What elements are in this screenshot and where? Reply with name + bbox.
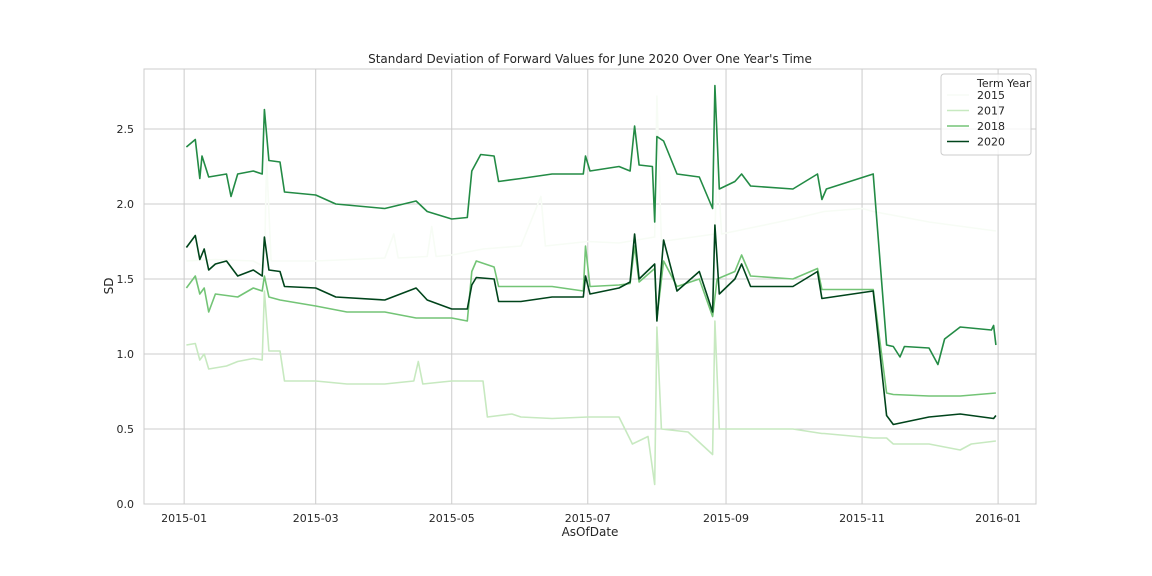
legend-items: 2015 2017 2018 2020: [947, 89, 1005, 149]
y-tick-labels: 0.0 0.5 1.0 1.5 2.0 2.5: [117, 123, 135, 511]
x-tick-label: 2015-03: [293, 512, 339, 525]
series-line-2017: [186, 290, 996, 486]
series-line-2018: [185, 245, 996, 397]
x-tick-label: 2015-11: [839, 512, 885, 525]
y-axis-label: SD: [102, 278, 116, 295]
series-line-unlabeled: [185, 84, 997, 366]
y-tick-label: 0.5: [117, 423, 135, 436]
plot-area-frame: [143, 68, 1037, 505]
legend-label: 2017: [977, 105, 1005, 118]
x-tick-labels: 2015-01 2015-03 2015-05 2015-07 2015-09 2015-…: [161, 512, 1021, 525]
grid: [144, 69, 1036, 504]
legend-label: 2015: [977, 89, 1005, 102]
y-tick-label: 2.0: [117, 198, 135, 211]
x-tick-label: 2015-01: [161, 512, 207, 525]
legend-label: 2018: [977, 120, 1005, 133]
x-tick-label: 2015-09: [703, 512, 749, 525]
chart-title: Standard Deviation of Forward Values for…: [368, 52, 812, 66]
y-tick-label: 1.0: [117, 348, 135, 361]
series-lines: [185, 84, 997, 486]
x-tick-label: 2015-07: [565, 512, 611, 525]
legend: Term Year 2015 2017 2018 2020: [940, 73, 1032, 156]
series-line-2020: [185, 224, 997, 426]
legend-label: 2020: [977, 136, 1005, 149]
y-tick-label: 0.0: [117, 498, 135, 511]
legend-title: Term Year: [976, 77, 1031, 90]
x-tick-label: 2016-01: [975, 512, 1021, 525]
x-axis-label: AsOfDate: [562, 525, 619, 539]
y-tick-label: 2.5: [117, 123, 135, 136]
y-tick-label: 1.5: [117, 273, 135, 286]
series-line-2015: [186, 95, 997, 268]
x-tick-label: 2015-05: [429, 512, 475, 525]
